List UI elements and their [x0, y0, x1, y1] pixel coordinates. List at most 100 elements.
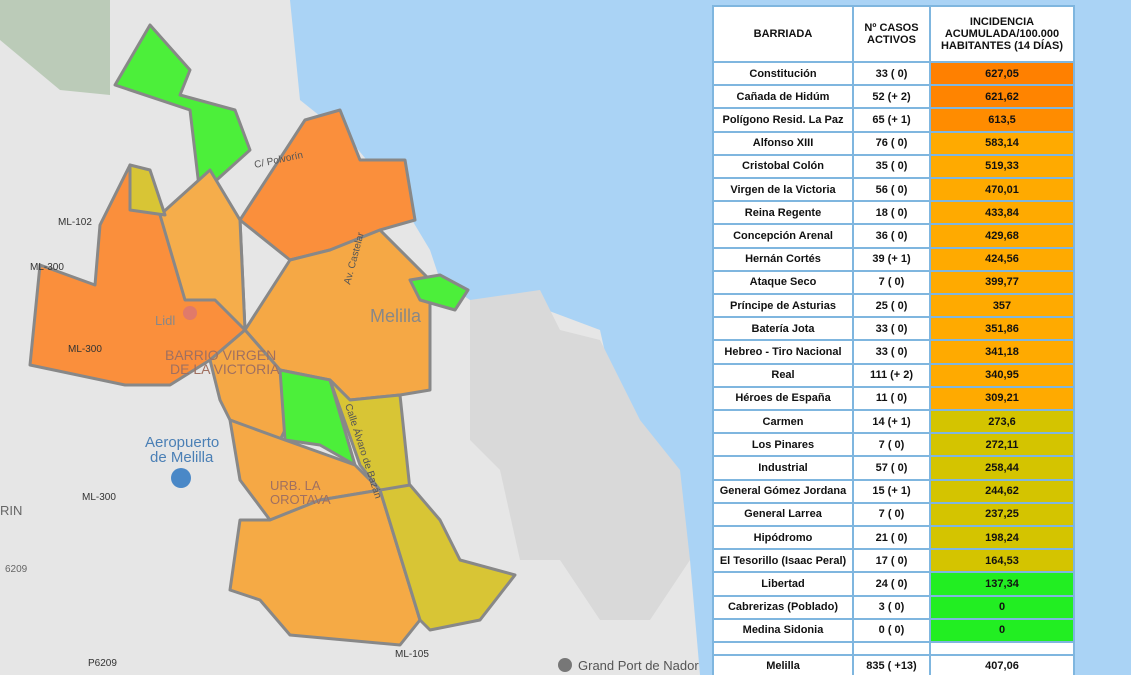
table-cell: El Tesorillo (Isaac Peral)	[712, 548, 854, 574]
table-cell: Virgen de la Victoria	[712, 177, 854, 203]
table-cell: Hebreo - Tiro Nacional	[712, 339, 854, 365]
header-cell: INCIDENCIA ACUMULADA/100.000 HABITANTES …	[929, 5, 1075, 63]
table-cell: Industrial	[712, 455, 854, 481]
table-cell: Alfonso XIII	[712, 130, 854, 156]
hill	[0, 0, 110, 95]
table-cell: 357	[929, 293, 1075, 319]
table-cell: Hernán Cortés	[712, 246, 854, 272]
table-cell: 15 (+ 1)	[852, 478, 931, 504]
table-cell: 237,25	[929, 501, 1075, 527]
table-cell: 621,62	[929, 84, 1075, 110]
district	[128, 163, 167, 217]
district	[378, 483, 517, 632]
map-label: ML-300	[68, 344, 102, 355]
map-label: ML-300	[30, 262, 64, 273]
map-label: RIN	[0, 503, 22, 518]
table-cell: Polígono Resid. La Paz	[712, 107, 854, 133]
table-cell: Carmen	[712, 409, 854, 435]
table-cell: Batería Jota	[712, 316, 854, 342]
table-cell: 17 ( 0)	[852, 548, 931, 574]
table-cell: 65 (+ 1)	[852, 107, 931, 133]
table-cell: 351,86	[929, 316, 1075, 342]
table-cell: 198,24	[929, 525, 1075, 551]
district	[408, 273, 470, 312]
map-label: de Melilla	[150, 449, 214, 466]
district	[113, 23, 252, 197]
table-cell: Los Pinares	[712, 432, 854, 458]
airport-icon	[171, 468, 191, 488]
table-cell: 56 ( 0)	[852, 177, 931, 203]
table-cell: 33 ( 0)	[852, 61, 931, 87]
map-label: URB. LA	[270, 478, 321, 493]
table-cell: 11 ( 0)	[852, 385, 931, 411]
table-cell: 33 ( 0)	[852, 339, 931, 365]
table-cell: Concepción Arenal	[712, 223, 854, 249]
map-label: DE LA VICTORIA	[170, 361, 280, 377]
table-cell: 424,56	[929, 246, 1075, 272]
table-cell: 18 ( 0)	[852, 200, 931, 226]
map-label: Grand Port de Nador	[578, 658, 699, 673]
table-cell: 57 ( 0)	[852, 455, 931, 481]
table-cell: 0	[929, 594, 1075, 620]
table-cell: 52 (+ 2)	[852, 84, 931, 110]
map-label: Lidl	[155, 313, 175, 328]
poi-icon	[558, 658, 572, 672]
table-cell: 0	[929, 617, 1075, 643]
table-cell: Cabrerizas (Poblado)	[712, 594, 854, 620]
table-cell: Reina Regente	[712, 200, 854, 226]
table-cell: 0 ( 0)	[852, 617, 931, 643]
table-cell: 429,68	[929, 223, 1075, 249]
table-cell: 399,77	[929, 269, 1075, 295]
table-cell: 7 ( 0)	[852, 501, 931, 527]
poi-icon	[183, 306, 197, 320]
table-cell: 470,01	[929, 177, 1075, 203]
table-cell: Cristobal Colón	[712, 153, 854, 179]
district	[228, 488, 422, 647]
table-cell: 14 (+ 1)	[852, 409, 931, 435]
table-cell: 273,6	[929, 409, 1075, 435]
table-cell: Medina Sidonia	[712, 617, 854, 643]
header-cell: BARRIADA	[712, 5, 854, 63]
map-label: P6209	[88, 658, 117, 669]
table-cell: Libertad	[712, 571, 854, 597]
map-label: ML-102	[58, 217, 92, 228]
table-cell: 7 ( 0)	[852, 432, 931, 458]
table-cell: 613,5	[929, 107, 1075, 133]
map-label: OROTAVA	[270, 492, 331, 507]
table-cell: Príncipe de Asturias	[712, 293, 854, 319]
table-cell: 341,18	[929, 339, 1075, 365]
table-cell: 21 ( 0)	[852, 525, 931, 551]
table-cell: 24 ( 0)	[852, 571, 931, 597]
map-label: 6209	[5, 564, 28, 575]
total-cell: 407,06	[929, 654, 1075, 675]
map-label: ML-300	[82, 492, 116, 503]
total-cell: Melilla	[712, 654, 854, 675]
table-cell: 244,62	[929, 478, 1075, 504]
table-cell: 3 ( 0)	[852, 594, 931, 620]
table-cell: 258,44	[929, 455, 1075, 481]
table-cell: 519,33	[929, 153, 1075, 179]
map-label: Aeropuerto	[145, 434, 219, 451]
table-cell: 7 ( 0)	[852, 269, 931, 295]
table-cell: Real	[712, 362, 854, 388]
table-cell: Ataque Seco	[712, 269, 854, 295]
table-cell: 309,21	[929, 385, 1075, 411]
total-cell: 835 ( +13)	[852, 654, 931, 675]
district	[278, 368, 357, 467]
table-cell: 25 ( 0)	[852, 293, 931, 319]
table-cell: 35 ( 0)	[852, 153, 931, 179]
table-cell: 39 (+ 1)	[852, 246, 931, 272]
table-cell: Héroes de España	[712, 385, 854, 411]
table-cell: 272,11	[929, 432, 1075, 458]
table-cell: 33 ( 0)	[852, 316, 931, 342]
table-cell: 627,05	[929, 61, 1075, 87]
table-cell: 76 ( 0)	[852, 130, 931, 156]
header-cell: Nº CASOS ACTIVOS	[852, 5, 931, 63]
map-label: Melilla	[370, 306, 422, 326]
table-cell: General Gómez Jordana	[712, 478, 854, 504]
table-cell: General Larrea	[712, 501, 854, 527]
map-label: ML-105	[395, 649, 429, 660]
table-cell: 340,95	[929, 362, 1075, 388]
